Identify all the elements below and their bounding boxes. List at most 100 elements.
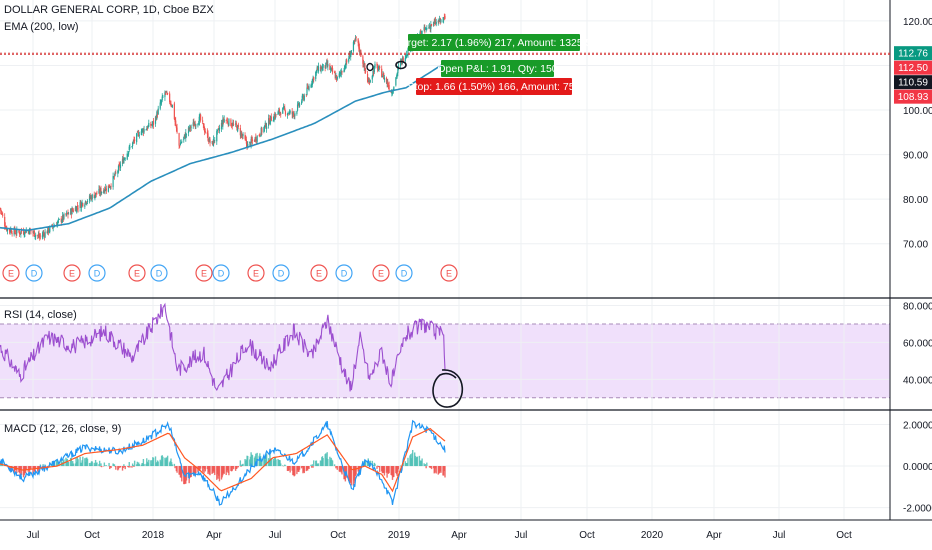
candle-body bbox=[190, 126, 192, 128]
macd-histogram-bar bbox=[133, 460, 136, 467]
candle-body bbox=[307, 86, 309, 89]
earnings-marker bbox=[310, 264, 328, 282]
candle-body bbox=[282, 107, 284, 114]
candle-body bbox=[162, 96, 164, 98]
candle-body bbox=[9, 229, 11, 232]
candle-body bbox=[70, 209, 72, 215]
earnings-marker bbox=[63, 264, 81, 282]
candle-body bbox=[263, 125, 266, 129]
candle-body bbox=[138, 133, 140, 137]
candle-body bbox=[439, 18, 441, 22]
candle-body bbox=[90, 196, 92, 199]
macd-histogram-bar bbox=[242, 463, 244, 467]
candle-body bbox=[348, 58, 350, 62]
rsi-line bbox=[0, 302, 446, 392]
candle-body bbox=[79, 202, 81, 208]
earnings-marker bbox=[440, 264, 458, 282]
price-tag-label: 112.76 bbox=[898, 49, 928, 60]
macd-histogram-bar bbox=[115, 466, 117, 470]
candle-body bbox=[80, 202, 82, 208]
candle-body bbox=[24, 231, 27, 234]
macd-histogram-bar bbox=[30, 466, 32, 470]
candle-body bbox=[145, 129, 147, 131]
dividend-marker bbox=[25, 264, 43, 282]
candle-body bbox=[19, 232, 21, 234]
candle-body bbox=[117, 170, 119, 174]
candle-body bbox=[129, 146, 131, 148]
candle-body bbox=[296, 104, 299, 111]
candle-body bbox=[117, 165, 120, 173]
macd-histogram-bar bbox=[236, 466, 238, 469]
candle-body bbox=[166, 92, 168, 94]
target-label-text: Target: 2.17 (1.96%) 217, Amount: 1325.5 bbox=[397, 37, 592, 49]
candle-body bbox=[204, 131, 206, 133]
candle-body bbox=[118, 164, 120, 166]
candle-body bbox=[110, 186, 112, 187]
candle-body bbox=[49, 226, 51, 232]
x-tick-label: 2018 bbox=[142, 530, 165, 541]
candle-body bbox=[96, 193, 98, 195]
macd-histogram-bar bbox=[284, 464, 286, 467]
candle-body bbox=[180, 142, 182, 144]
candle-body bbox=[396, 72, 398, 77]
macd-histogram-bar bbox=[232, 466, 235, 470]
candle-body bbox=[397, 65, 400, 68]
candle-body bbox=[259, 135, 262, 137]
candle-body bbox=[402, 57, 404, 62]
candle-body bbox=[223, 118, 225, 123]
candle-body bbox=[202, 122, 204, 125]
candle-body bbox=[119, 164, 122, 168]
macd-histogram-bar bbox=[70, 457, 73, 467]
macd-histogram-bar bbox=[204, 466, 207, 472]
x-tick-label: Oct bbox=[84, 530, 100, 541]
candle-body bbox=[195, 124, 197, 126]
chart-title: DOLLAR GENERAL CORP, 1D, Cboe BZX bbox=[4, 4, 214, 16]
candle-body bbox=[43, 233, 45, 235]
macd-histogram-bar bbox=[109, 466, 111, 470]
candle-body bbox=[18, 232, 21, 235]
x-axis: Jul Oct 2018 Apr Jul Oct 2019 Apr Jul Oct 2020 Apr J… bbox=[27, 530, 852, 541]
candle-body bbox=[434, 20, 437, 25]
price-tag bbox=[894, 89, 932, 104]
candle-body bbox=[105, 188, 107, 191]
macd-histogram-bar bbox=[203, 466, 205, 474]
candle-body bbox=[35, 234, 37, 237]
candle-body bbox=[308, 86, 310, 91]
candle-body bbox=[173, 103, 175, 120]
candle-body bbox=[124, 158, 126, 160]
macd-histogram-bar bbox=[195, 466, 197, 474]
macd-histogram-bar bbox=[86, 458, 89, 467]
candle-body bbox=[30, 230, 32, 232]
candle-body bbox=[150, 124, 152, 126]
candle-body bbox=[275, 114, 277, 115]
candle-body bbox=[24, 229, 26, 234]
candle-body bbox=[443, 16, 445, 18]
candle-body bbox=[71, 208, 73, 215]
macd-histogram-bar bbox=[336, 466, 338, 470]
macd-histogram-bar bbox=[142, 458, 145, 467]
candle-body bbox=[434, 20, 436, 22]
candle-body bbox=[90, 196, 93, 200]
y-tick-label: 2.0000 bbox=[903, 420, 932, 431]
candle-body bbox=[66, 212, 68, 215]
candle-body bbox=[258, 134, 260, 136]
event-marker-label: D bbox=[156, 269, 163, 279]
candle-body bbox=[386, 81, 388, 84]
price-series bbox=[0, 13, 890, 241]
candle-body bbox=[286, 113, 289, 116]
macd-histogram-bar bbox=[133, 466, 135, 467]
candle-body bbox=[66, 212, 68, 214]
candle-body bbox=[392, 90, 394, 94]
event-marker-label: E bbox=[316, 269, 322, 279]
macd-histogram-bar bbox=[358, 466, 360, 475]
annotation-circle bbox=[395, 60, 407, 70]
candle-body bbox=[63, 213, 65, 219]
trade-labels[interactable]: Target: 2.17 (1.96%) 217, Amount: 1325.5… bbox=[397, 34, 592, 95]
candle-body bbox=[430, 24, 432, 30]
macd-histogram-bar bbox=[143, 464, 145, 467]
candle-body bbox=[204, 129, 206, 133]
candle-body bbox=[222, 118, 225, 122]
candle-body bbox=[439, 18, 441, 22]
